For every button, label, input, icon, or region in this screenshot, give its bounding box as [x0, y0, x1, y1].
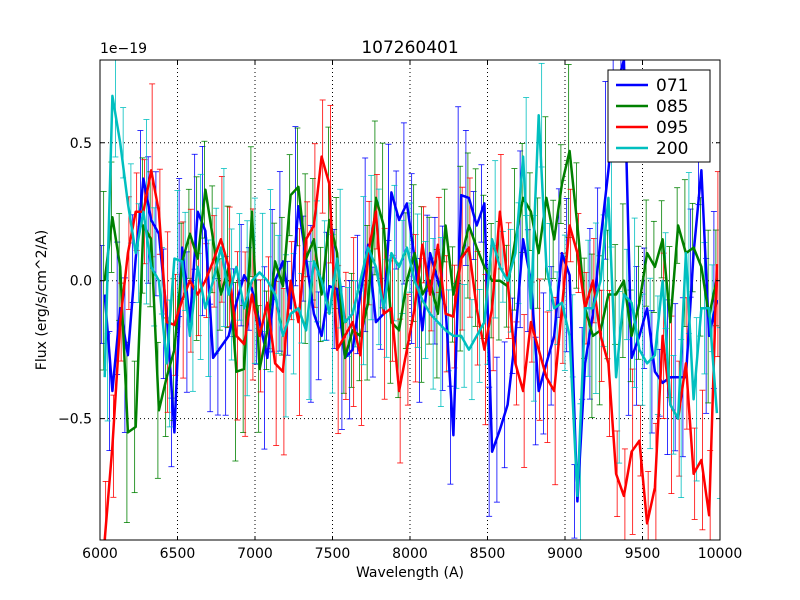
x-tick-label: 6500 — [160, 546, 196, 562]
y-axis-label: Flux (erg/s/cm^2/A) — [34, 230, 50, 370]
y-tick-label: 0.5 — [70, 136, 92, 152]
x-tick-label: 10000 — [698, 546, 743, 562]
chart-title: 107260401 — [361, 38, 458, 58]
x-tick-label: 7500 — [315, 546, 351, 562]
x-tick-label: 8000 — [392, 546, 428, 562]
axis-ticks: 6000 6500 7000 7500 8000 8500 9000 9500 10000 −0.… — [58, 60, 742, 562]
series-line-095 — [103, 155, 719, 540]
legend-label-095: 095 — [656, 118, 688, 138]
legend-label-085: 085 — [656, 97, 688, 117]
y-tick-label: 0.0 — [70, 274, 92, 290]
legend-label-071: 071 — [656, 76, 688, 96]
x-tick-label: 9000 — [547, 546, 583, 562]
x-tick-label: 7000 — [237, 546, 273, 562]
x-tick-label: 8500 — [470, 546, 506, 562]
y-tick-label: −0.5 — [58, 412, 92, 428]
legend-label-200: 200 — [656, 139, 688, 159]
x-axis-label: Wavelength (A) — [356, 565, 464, 581]
y-offset-text: 1e−19 — [100, 41, 147, 57]
series-line-200 — [103, 94, 719, 498]
x-tick-label: 6000 — [82, 546, 118, 562]
x-tick-label: 9500 — [625, 546, 661, 562]
